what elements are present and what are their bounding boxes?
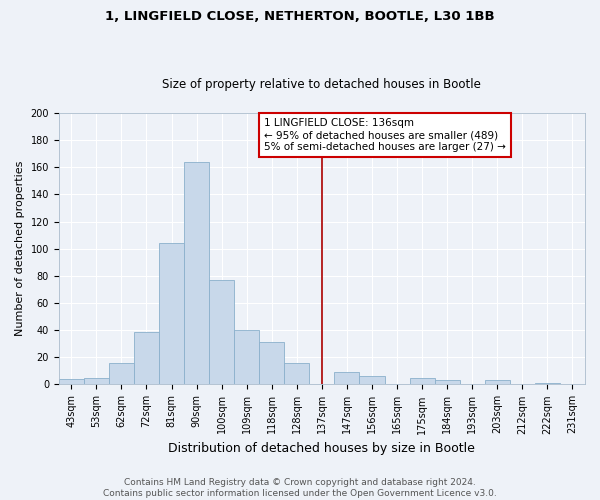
- Bar: [134, 332, 159, 384]
- X-axis label: Distribution of detached houses by size in Bootle: Distribution of detached houses by size …: [169, 442, 475, 455]
- Bar: [284, 362, 310, 384]
- Bar: [434, 380, 460, 384]
- Text: 1, LINGFIELD CLOSE, NETHERTON, BOOTLE, L30 1BB: 1, LINGFIELD CLOSE, NETHERTON, BOOTLE, L…: [105, 10, 495, 23]
- Bar: [410, 378, 434, 384]
- Bar: [59, 379, 84, 384]
- Title: Size of property relative to detached houses in Bootle: Size of property relative to detached ho…: [163, 78, 481, 91]
- Bar: [84, 378, 109, 384]
- Y-axis label: Number of detached properties: Number of detached properties: [15, 161, 25, 336]
- Bar: [234, 330, 259, 384]
- Bar: [159, 244, 184, 384]
- Bar: [359, 376, 385, 384]
- Bar: [209, 280, 234, 384]
- Bar: [535, 383, 560, 384]
- Bar: [334, 372, 359, 384]
- Bar: [109, 362, 134, 384]
- Bar: [259, 342, 284, 384]
- Bar: [485, 380, 510, 384]
- Text: 1 LINGFIELD CLOSE: 136sqm
← 95% of detached houses are smaller (489)
5% of semi-: 1 LINGFIELD CLOSE: 136sqm ← 95% of detac…: [264, 118, 506, 152]
- Bar: [184, 162, 209, 384]
- Text: Contains HM Land Registry data © Crown copyright and database right 2024.
Contai: Contains HM Land Registry data © Crown c…: [103, 478, 497, 498]
